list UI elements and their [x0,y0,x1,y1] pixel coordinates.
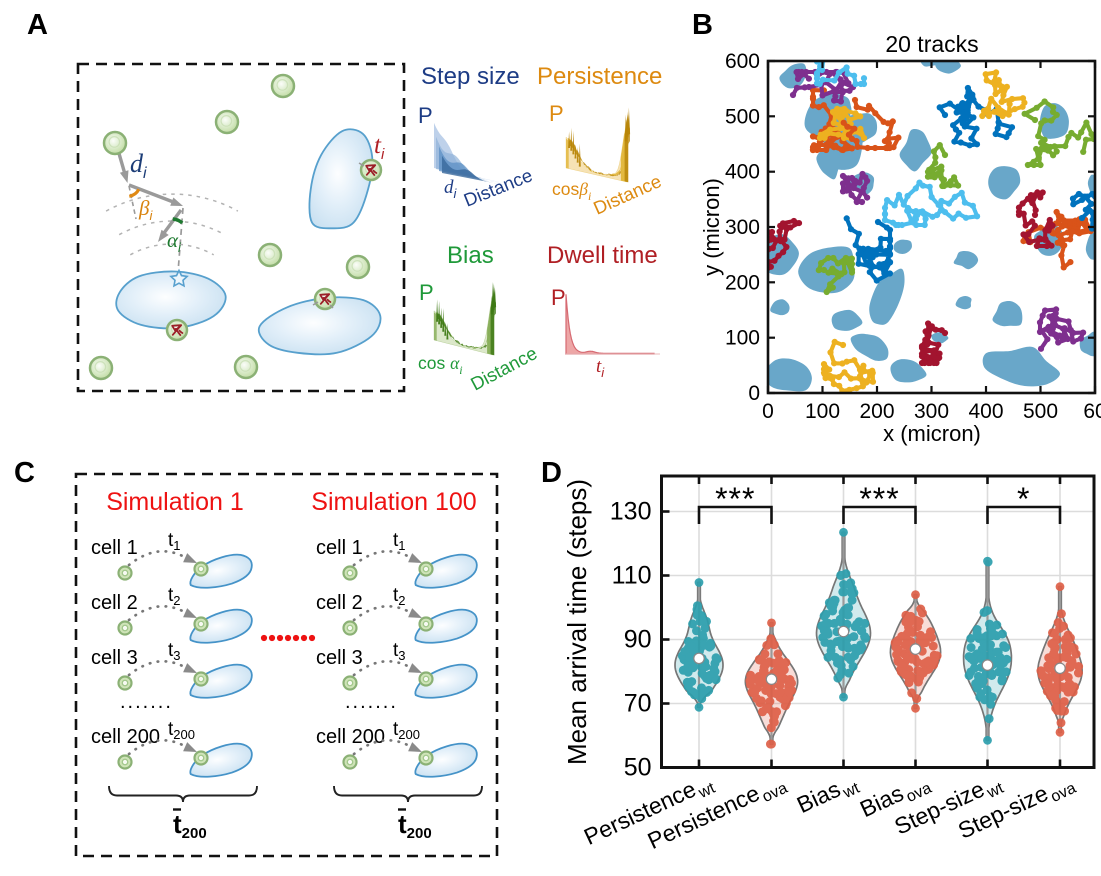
svg-text:cell 1: cell 1 [316,537,363,559]
svg-text:300: 300 [914,400,949,423]
svg-text:300: 300 [725,216,760,239]
svg-text:cell 1: cell 1 [91,537,138,559]
svg-text:Biaswt: Biaswt [793,768,863,822]
svg-text:ti: ti [374,132,385,163]
svg-text:*: * [1017,481,1030,517]
svg-text:110: 110 [612,562,652,590]
svg-text:Persistence: Persistence [537,63,662,90]
svg-text:C: C [14,457,35,489]
svg-text:di: di [130,149,147,182]
svg-text:70: 70 [624,690,652,718]
svg-text:t2: t2 [393,585,406,608]
svg-text:A: A [27,9,48,41]
svg-text:Simulation 1: Simulation 1 [106,488,244,516]
svg-text:***: *** [715,481,755,517]
svg-text:***: *** [859,481,899,517]
svg-text:t3: t3 [393,640,406,663]
svg-text:t1: t1 [393,530,406,553]
svg-text:D: D [541,457,562,489]
svg-text:t2: t2 [168,585,181,608]
svg-text:βi: βi [138,196,153,223]
svg-text:Distance: Distance [461,164,536,210]
svg-text:Bias: Bias [447,242,494,269]
svg-text:0: 0 [762,400,774,423]
svg-text:cell 3: cell 3 [316,647,363,669]
svg-text:t200: t200 [393,719,420,742]
svg-text:50: 50 [624,754,652,782]
svg-text:ti: ti [596,356,605,380]
svg-text:cell 200: cell 200 [316,726,385,748]
svg-text:100: 100 [725,327,760,350]
svg-text:t200: t200 [168,719,195,742]
svg-text:500: 500 [1023,400,1058,423]
svg-text:60: 60 [1083,400,1101,423]
svg-text:t200: t200 [398,809,432,842]
svg-text:200: 200 [725,271,760,294]
svg-text:0: 0 [748,382,760,405]
svg-text:400: 400 [968,400,1003,423]
svg-text:αi: αi [167,228,182,255]
svg-text:t200: t200 [173,809,207,842]
svg-text:cosβi: cosβi [552,179,591,203]
svg-text:600: 600 [725,50,760,73]
svg-text:y (micron): y (micron) [699,178,724,276]
svg-text:90: 90 [624,626,652,654]
svg-text:P: P [419,280,434,305]
svg-text:P: P [418,103,433,128]
svg-text:200: 200 [859,400,894,423]
svg-text:Step size: Step size [421,63,520,90]
svg-text:cell 3: cell 3 [91,647,138,669]
svg-text:130: 130 [610,498,652,526]
svg-text:Simulation 100: Simulation 100 [311,488,476,516]
svg-text:P: P [549,101,564,126]
svg-text:x (micron): x (micron) [883,421,981,446]
svg-text:.......: ....... [345,691,398,713]
svg-text:cell 2: cell 2 [316,592,363,614]
svg-text:Mean arrival time (steps): Mean arrival time (steps) [562,479,592,765]
svg-text:cell 2: cell 2 [91,592,138,614]
svg-text:500: 500 [725,105,760,128]
svg-text:B: B [692,9,713,41]
svg-text:20 tracks: 20 tracks [885,31,978,57]
svg-text:t3: t3 [168,640,181,663]
svg-text:.......: ....... [120,691,173,713]
svg-text:t1: t1 [168,530,181,553]
svg-text:Dwell time: Dwell time [547,242,658,269]
svg-text:100: 100 [805,400,840,423]
svg-text:di: di [444,177,458,201]
svg-text:P: P [551,285,566,310]
svg-text:cell 200: cell 200 [91,726,160,748]
svg-text:400: 400 [725,161,760,184]
svg-text:cos αi: cos αi [418,353,463,377]
